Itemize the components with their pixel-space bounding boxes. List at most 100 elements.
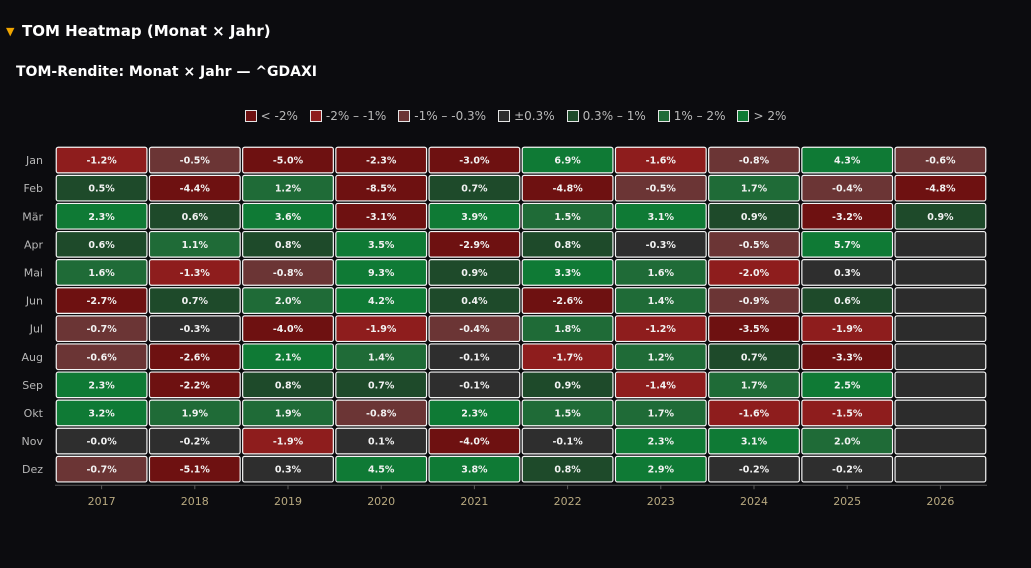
heatmap-cell[interactable] [521,427,614,455]
heatmap-cell[interactable] [894,202,987,230]
heatmap-cell[interactable] [335,343,428,371]
heatmap-cell[interactable] [801,427,894,455]
heatmap-cell[interactable] [148,259,241,286]
heatmap-cell[interactable] [521,259,614,286]
heatmap-cell[interactable] [708,343,800,371]
heatmap-cell[interactable] [521,371,614,399]
heatmap-cell[interactable] [894,146,987,174]
heatmap-cell[interactable] [148,427,241,455]
heatmap-cell[interactable] [148,455,241,483]
heatmap-cell[interactable] [55,427,148,455]
heatmap-cell[interactable] [335,174,428,202]
heatmap-cell[interactable] [521,343,614,371]
heatmap-cell[interactable] [801,259,894,286]
heatmap-cell[interactable] [428,371,521,399]
heatmap-cell[interactable] [521,174,614,202]
heatmap-cell[interactable] [894,399,987,427]
heatmap-cell[interactable] [801,371,894,399]
heatmap-cell[interactable] [428,202,521,230]
heatmap-cell[interactable] [335,455,428,483]
heatmap-cell[interactable] [242,230,334,258]
heatmap-cell[interactable] [894,315,987,343]
heatmap-cell[interactable] [801,146,894,174]
heatmap-cell[interactable] [521,455,614,483]
heatmap-cell[interactable] [801,315,894,343]
legend-item[interactable]: > 2% [737,109,786,123]
heatmap-cell[interactable] [894,371,987,399]
heatmap-cell[interactable] [521,287,614,314]
heatmap-cell[interactable] [55,399,148,427]
heatmap-cell[interactable] [894,230,987,258]
heatmap-cell[interactable] [614,287,707,314]
heatmap-cell[interactable] [801,343,894,371]
legend-item[interactable]: ±0.3% [498,109,555,123]
heatmap-cell[interactable] [894,259,987,286]
legend-item[interactable]: 1% – 2% [657,109,725,123]
heatmap-cell[interactable] [614,399,707,427]
heatmap-cell[interactable] [428,287,521,314]
heatmap-cell[interactable] [335,315,428,343]
heatmap-cell[interactable] [335,371,428,399]
heatmap-cell[interactable] [708,399,800,427]
heatmap-cell[interactable] [335,202,428,230]
legend-item[interactable]: 0.3% – 1% [566,109,646,123]
heatmap-cell[interactable] [428,259,521,286]
heatmap-cell[interactable] [55,371,148,399]
heatmap-cell[interactable] [55,230,148,258]
legend-item[interactable]: -1% – -0.3% [398,109,486,123]
heatmap-cell[interactable] [708,455,800,483]
heatmap-cell[interactable] [148,146,241,174]
heatmap-cell[interactable] [614,455,707,483]
heatmap-cell[interactable] [335,287,428,314]
heatmap-cell[interactable] [801,399,894,427]
heatmap-cell[interactable] [242,287,334,314]
heatmap-cell[interactable] [242,427,334,455]
heatmap-cell[interactable] [894,455,987,483]
heatmap-cell[interactable] [242,455,334,483]
heatmap-cell[interactable] [614,343,707,371]
heatmap-cell[interactable] [614,371,707,399]
heatmap-cell[interactable] [148,230,241,258]
heatmap-cell[interactable] [708,315,800,343]
heatmap-cell[interactable] [242,146,334,174]
heatmap-cell[interactable] [55,455,148,483]
heatmap-cell[interactable] [242,202,334,230]
heatmap-cell[interactable] [801,287,894,314]
heatmap-cell[interactable] [708,174,800,202]
heatmap-cell[interactable] [614,259,707,286]
heatmap-cell[interactable] [894,287,987,314]
heatmap-cell[interactable] [708,371,800,399]
heatmap-cell[interactable] [242,343,334,371]
legend-item[interactable]: < -2% [244,109,298,123]
heatmap-cell[interactable] [335,427,428,455]
heatmap-cell[interactable] [894,174,987,202]
heatmap-cell[interactable] [242,371,334,399]
heatmap-cell[interactable] [242,174,334,202]
heatmap-cell[interactable] [55,259,148,286]
heatmap-cell[interactable] [55,146,148,174]
heatmap-cell[interactable] [894,427,987,455]
heatmap-cell[interactable] [242,399,334,427]
heatmap-cell[interactable] [148,343,241,371]
heatmap-cell[interactable] [708,259,800,286]
heatmap-cell[interactable] [801,202,894,230]
heatmap-cell[interactable] [55,287,148,314]
heatmap-cell[interactable] [428,174,521,202]
heatmap-cell[interactable] [335,259,428,286]
heatmap-cell[interactable] [801,174,894,202]
heatmap-cell[interactable] [335,146,428,174]
heatmap-cell[interactable] [708,146,800,174]
heatmap-cell[interactable] [801,230,894,258]
heatmap-cell[interactable] [428,230,521,258]
heatmap-cell[interactable] [708,427,800,455]
heatmap-cell[interactable] [148,315,241,343]
heatmap-cell[interactable] [521,202,614,230]
heatmap-cell[interactable] [708,287,800,314]
legend-item[interactable]: -2% – -1% [309,109,386,123]
heatmap-cell[interactable] [708,230,800,258]
heatmap-cell[interactable] [55,202,148,230]
heatmap-cell[interactable] [894,343,987,371]
heatmap-cell[interactable] [614,427,707,455]
heatmap-cell[interactable] [614,146,707,174]
heatmap-cell[interactable] [614,230,707,258]
